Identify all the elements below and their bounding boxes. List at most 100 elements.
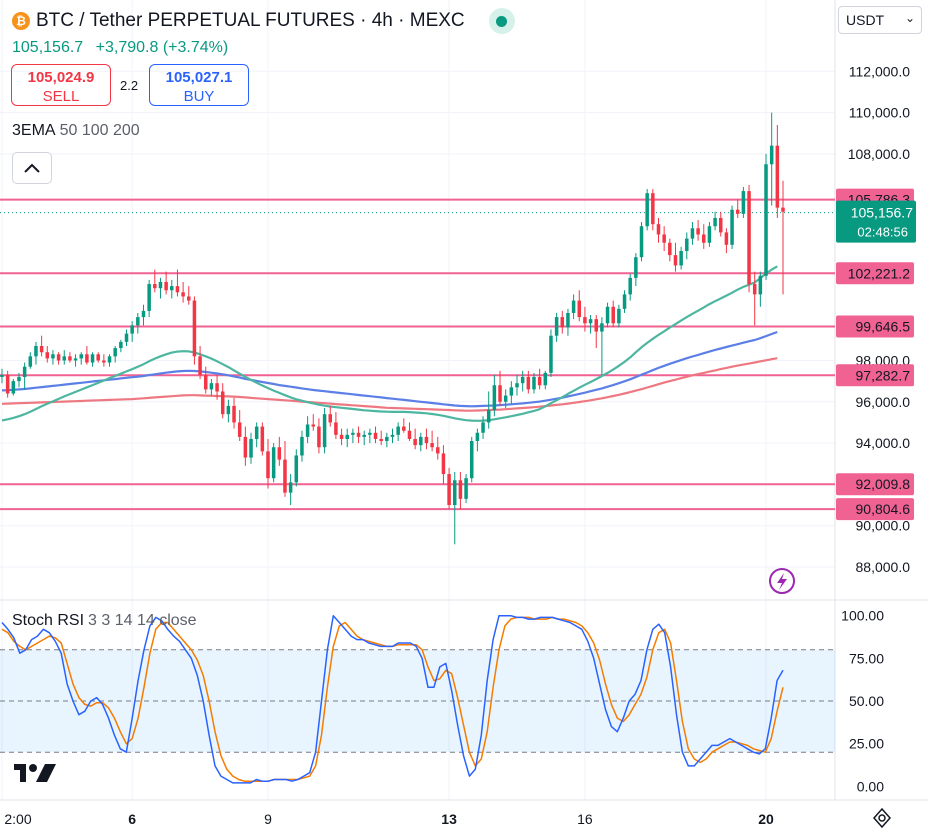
- ema200-line: [1, 357, 778, 412]
- level-label-bg: [836, 315, 914, 338]
- price-tick-label: 108,000.0: [848, 146, 910, 162]
- candle: [600, 317, 604, 375]
- candle: [17, 372, 21, 388]
- lightning-icon[interactable]: [769, 568, 795, 594]
- candle-body: [634, 257, 638, 278]
- candle-body: [481, 422, 485, 433]
- ema-params: 50 100 200: [59, 122, 140, 139]
- time-tick-label: 16: [577, 811, 593, 827]
- candle: [181, 281, 185, 303]
- candle-body: [718, 217, 723, 233]
- candle: [277, 436, 282, 466]
- stoch-tick-label: 50.00: [849, 693, 884, 709]
- candle: [351, 428, 355, 444]
- candle: [294, 449, 299, 487]
- ema-legend[interactable]: 3EMA 50 100 200: [12, 122, 140, 140]
- candle-body: [96, 354, 100, 361]
- candle: [656, 217, 661, 243]
- candle: [577, 290, 582, 322]
- candle-body: [311, 424, 316, 427]
- candle-body: [402, 426, 406, 431]
- last-price-text: 105,156.7: [851, 205, 913, 221]
- candle-body: [730, 209, 734, 245]
- candle: [34, 341, 38, 365]
- settings-icon[interactable]: [872, 808, 892, 828]
- candle: [583, 306, 587, 332]
- level-price-label: 102,221.2: [836, 262, 914, 285]
- candle: [707, 222, 712, 247]
- candle-body: [407, 430, 412, 439]
- candle: [203, 366, 208, 394]
- candle-body: [249, 438, 253, 458]
- candle-body: [747, 191, 751, 285]
- candle-body: [51, 354, 55, 359]
- candle-body: [690, 228, 695, 239]
- price-change: +3,790.8 (+3.74%): [95, 39, 229, 56]
- price-tick-label: 112,000.0: [849, 63, 910, 79]
- candle-body: [300, 436, 304, 456]
- candle-body: [605, 306, 610, 324]
- candle: [334, 412, 338, 439]
- candle-body: [424, 436, 429, 444]
- candle: [164, 271, 168, 295]
- level-price-label: 97,282.7: [836, 364, 914, 387]
- buy-price: 105,027.1: [165, 69, 233, 86]
- candle: [588, 315, 593, 334]
- candle-body: [583, 317, 587, 324]
- candle-body: [639, 226, 644, 258]
- currency-select[interactable]: USDT ⌄: [838, 6, 922, 34]
- candle-body: [124, 333, 129, 342]
- candles: [0, 112, 785, 545]
- candle: [413, 428, 417, 450]
- collapse-legend-button[interactable]: [12, 152, 52, 184]
- stoch-params: 3 3 14 14 close: [88, 612, 197, 629]
- candle-body: [735, 209, 740, 214]
- price-line: 105,156.7 +3,790.8 (+3.74%): [12, 39, 236, 57]
- candle: [571, 294, 576, 320]
- candle: [300, 430, 304, 462]
- sell-price: 105,024.9: [27, 69, 95, 86]
- candle-body: [334, 422, 338, 435]
- stoch-rsi-legend[interactable]: Stoch RSI 3 3 14 14 close: [12, 612, 197, 630]
- candle: [617, 304, 621, 328]
- candle-body: [702, 234, 706, 243]
- sell-button[interactable]: 105,024.9 SELL: [11, 64, 111, 106]
- candle-body: [260, 426, 265, 452]
- time-tick-label: 13: [441, 811, 457, 827]
- candle-body: [611, 306, 615, 324]
- candle-body: [707, 226, 712, 243]
- candle: [220, 383, 225, 419]
- candle: [724, 228, 729, 254]
- candle: [458, 472, 463, 510]
- candle: [85, 346, 89, 365]
- candle-body: [520, 376, 525, 384]
- buy-button[interactable]: 105,027.1 BUY: [149, 64, 249, 106]
- candle-body: [107, 356, 112, 363]
- candle: [651, 189, 655, 231]
- candle-body: [45, 352, 50, 359]
- candle: [407, 422, 412, 442]
- symbol-header[interactable]: ₿ BTC / Tether PERPETUAL FUTURES · 4h · …: [12, 8, 515, 34]
- market-open-icon: [488, 8, 515, 34]
- level-price-label: 90,804.6: [836, 498, 914, 521]
- candle-body: [175, 286, 180, 293]
- candle-body: [102, 360, 106, 363]
- candle: [775, 125, 780, 218]
- candle-body: [164, 281, 168, 291]
- candle: [475, 428, 480, 452]
- candle-body: [22, 366, 27, 377]
- chevron-up-icon: [24, 163, 40, 173]
- tradingview-logo-icon[interactable]: [14, 762, 58, 784]
- time-tick-label: 6: [128, 811, 136, 827]
- candle-body: [170, 286, 174, 291]
- candle: [232, 397, 236, 429]
- candle-body: [368, 432, 372, 435]
- candle-body: [498, 385, 502, 402]
- candle: [136, 312, 140, 334]
- candle: [702, 224, 706, 249]
- candle: [102, 354, 106, 367]
- candle-body: [685, 238, 689, 252]
- candle-body: [62, 356, 67, 361]
- price-tick-label: 110,000.0: [849, 105, 910, 121]
